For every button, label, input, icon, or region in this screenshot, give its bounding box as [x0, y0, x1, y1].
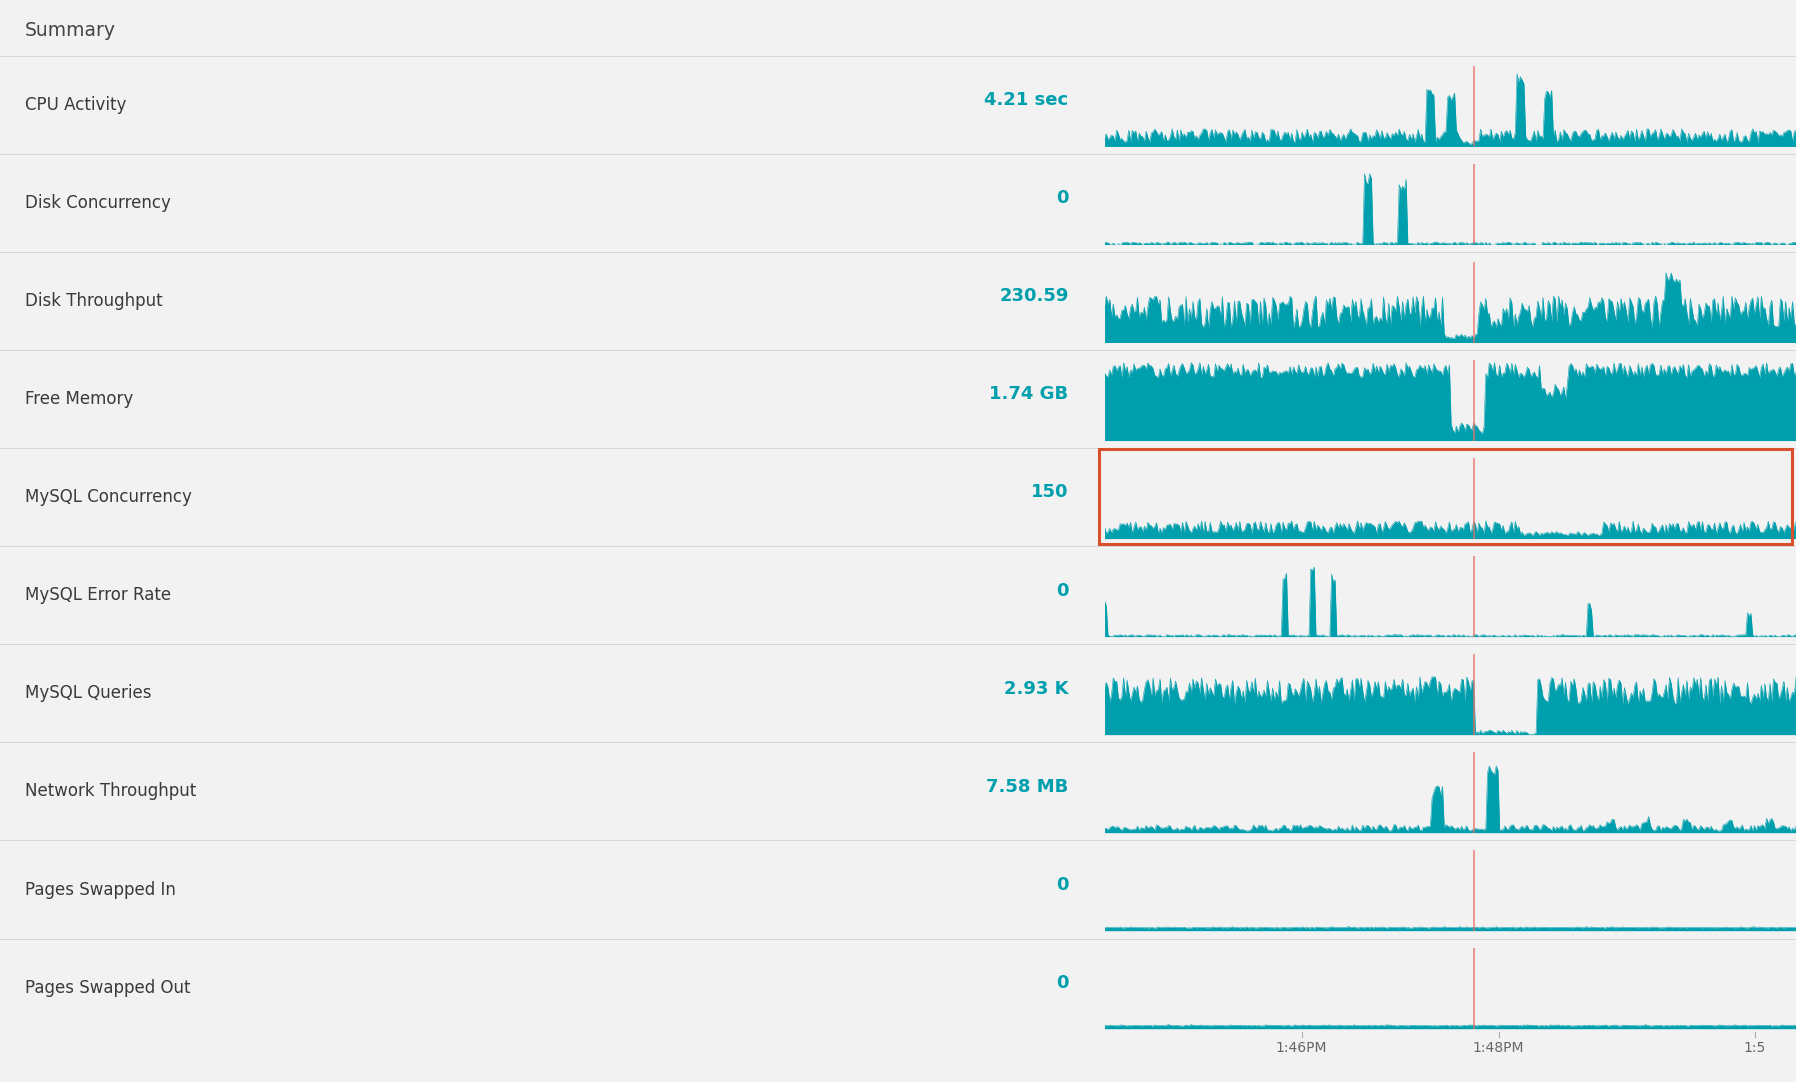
Text: 1:46PM: 1:46PM	[1275, 1041, 1327, 1055]
Text: 4.21 sec: 4.21 sec	[984, 91, 1069, 109]
Text: 0: 0	[1056, 189, 1069, 208]
Text: 230.59: 230.59	[999, 288, 1069, 305]
Text: CPU Activity: CPU Activity	[25, 96, 126, 115]
Text: 1:48PM: 1:48PM	[1473, 1041, 1525, 1055]
Text: Free Memory: Free Memory	[25, 391, 133, 408]
Text: 1:5: 1:5	[1744, 1041, 1765, 1055]
Text: Disk Throughput: Disk Throughput	[25, 292, 163, 311]
Text: 0: 0	[1056, 875, 1069, 894]
Text: MySQL Queries: MySQL Queries	[25, 685, 151, 702]
Text: Pages Swapped In: Pages Swapped In	[25, 881, 176, 898]
Text: 2.93 K: 2.93 K	[1004, 679, 1069, 698]
Text: Disk Concurrency: Disk Concurrency	[25, 195, 171, 212]
Text: 0: 0	[1056, 581, 1069, 599]
Text: MySQL Error Rate: MySQL Error Rate	[25, 586, 171, 605]
Text: Pages Swapped Out: Pages Swapped Out	[25, 978, 190, 997]
Text: 7.58 MB: 7.58 MB	[986, 778, 1069, 795]
Text: Network Throughput: Network Throughput	[25, 782, 196, 801]
Text: Summary: Summary	[25, 22, 117, 40]
Text: 0: 0	[1056, 974, 1069, 991]
Text: 1.74 GB: 1.74 GB	[990, 385, 1069, 404]
Text: MySQL Concurrency: MySQL Concurrency	[25, 488, 192, 506]
Text: 150: 150	[1031, 484, 1069, 501]
